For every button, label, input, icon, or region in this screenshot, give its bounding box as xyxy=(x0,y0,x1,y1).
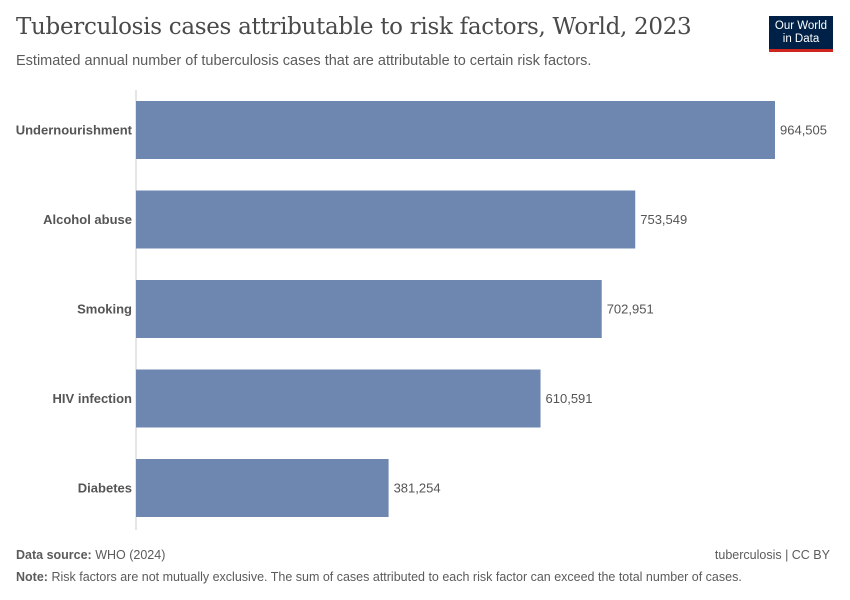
source-label: Data source: xyxy=(16,548,92,562)
bar-chart: Undernourishment 964,505 Alcohol abuse 753,… xyxy=(16,90,827,530)
category-label: Undernourishment xyxy=(16,123,133,138)
data-label: 753,549 xyxy=(640,212,687,227)
note: Note: Risk factors are not mutually excl… xyxy=(16,570,742,584)
category-label: HIV infection xyxy=(53,391,133,406)
bar[interactable] xyxy=(136,190,636,249)
chart-title: Tuberculosis cases attributable to risk … xyxy=(16,14,692,40)
chart-subtitle: Estimated annual number of tuberculosis … xyxy=(16,53,592,69)
bar[interactable] xyxy=(136,280,602,338)
data-label: 610,591 xyxy=(546,391,593,406)
license[interactable]: tuberculosis | CC BY xyxy=(714,548,830,562)
logo-text: Our World in Data xyxy=(774,20,828,45)
owid-logo[interactable]: Our World in Data xyxy=(769,16,833,52)
note-text: Risk factors are not mutually exclusive.… xyxy=(51,570,742,584)
data-label: 702,951 xyxy=(607,302,654,317)
bar[interactable] xyxy=(136,101,775,159)
bar[interactable] xyxy=(136,459,389,517)
category-label: Diabetes xyxy=(78,481,132,496)
data-label: 381,254 xyxy=(394,481,441,496)
category-label: Smoking xyxy=(77,302,132,317)
bar[interactable] xyxy=(136,369,541,428)
data-label: 964,505 xyxy=(780,123,827,138)
category-label: Alcohol abuse xyxy=(43,212,132,227)
source-link[interactable]: WHO (2024) xyxy=(95,548,166,562)
note-label: Note: xyxy=(16,570,48,584)
data-source: Data source: WHO (2024) xyxy=(16,548,165,562)
